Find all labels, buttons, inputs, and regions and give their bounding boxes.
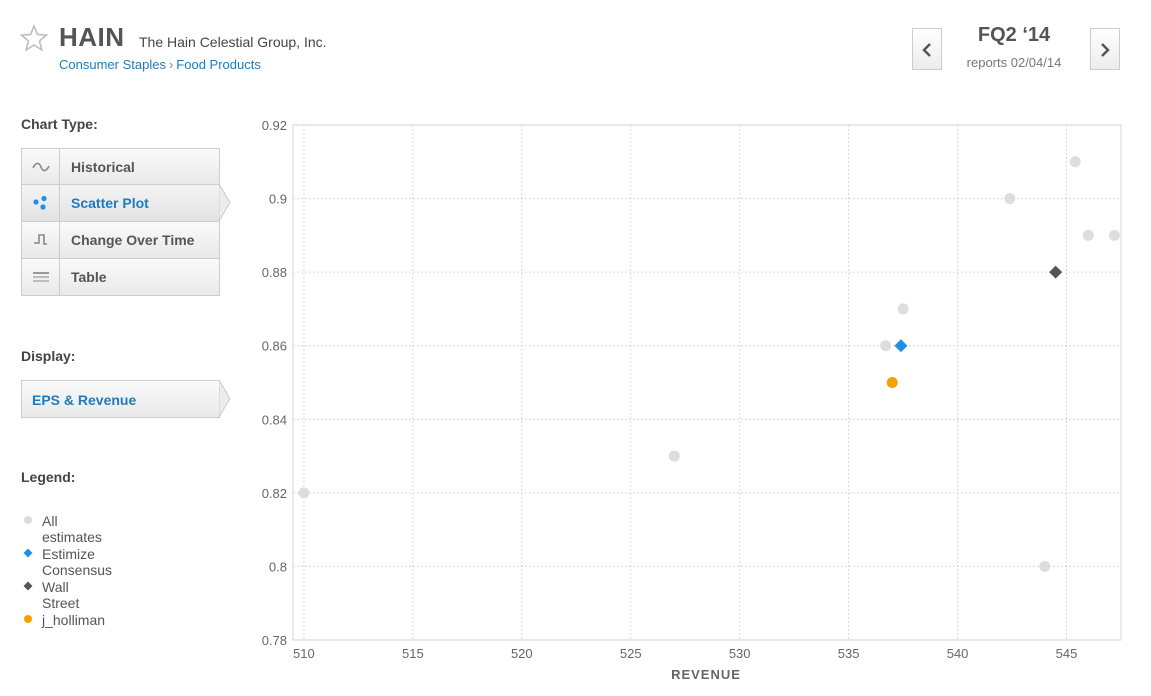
chart-type-scatter-plot-label: Scatter Plot [71, 195, 149, 211]
display-selector[interactable]: EPS & Revenue [21, 380, 231, 418]
chart-type-change-over-time-label: Change Over Time [71, 232, 195, 248]
legend-item-label: All estimates [42, 513, 102, 545]
x-tick-label: 545 [1056, 646, 1078, 661]
x-tick-label: 515 [402, 646, 424, 661]
breadcrumb-industry-link[interactable]: Food Products [176, 57, 261, 72]
y-tick-label: 0.92 [262, 118, 287, 133]
chart-type-historical-label: Historical [71, 159, 135, 175]
y-tick-label: 0.86 [262, 339, 287, 354]
chart-type-historical[interactable]: Historical [21, 148, 220, 185]
circle-marker-icon [24, 615, 32, 623]
legend-label: Legend: [21, 469, 76, 485]
x-axis-label: REVENUE [671, 667, 741, 682]
next-period-button[interactable] [1090, 28, 1120, 70]
company-name: The Hain Celestial Group, Inc. [139, 34, 327, 50]
scatter-icon [33, 195, 47, 210]
x-tick-label: 520 [511, 646, 533, 661]
scatter-chart: 510 515 520 525 530 535 540 545 0.78 0.8 0.82 0.84 0… [262, 118, 1122, 682]
table-icon [33, 272, 49, 282]
y-tick-label: 0.84 [262, 412, 287, 427]
legend-item-label: Wall Street [42, 579, 80, 611]
point-all-estimates [1108, 229, 1120, 241]
ticker-symbol: HAIN [59, 22, 125, 52]
chevron-left-icon [922, 43, 931, 57]
legend-item-label: j_holliman [42, 612, 106, 628]
y-tick-label: 0.9 [269, 192, 287, 207]
breadcrumb: Consumer Staples › Food Products [59, 57, 261, 72]
y-tick-label: 0.78 [262, 633, 287, 648]
plot-area [292, 124, 1122, 641]
y-tick-label: 0.82 [262, 486, 287, 501]
x-tick-label: 530 [729, 646, 751, 661]
star-icon[interactable] [20, 24, 48, 52]
report-date: reports 02/04/14 [966, 55, 1062, 70]
point-all-estimates [1082, 229, 1094, 241]
chart-type-menu: Historical Scatter Plot Change Over Time… [21, 148, 231, 296]
display-label: Display: [21, 348, 76, 364]
previous-period-button[interactable] [912, 28, 942, 70]
point-all-estimates [880, 340, 892, 352]
active-arrow-icon [219, 380, 231, 418]
chart-type-table[interactable]: Table [21, 259, 220, 296]
point-estimize-consensus [894, 339, 908, 353]
step-icon [34, 234, 47, 245]
fiscal-period: FQ2 ‘14 [977, 24, 1051, 46]
diamond-marker-icon [23, 548, 33, 558]
display-value: EPS & Revenue [32, 392, 137, 408]
x-tick-label: 535 [838, 646, 860, 661]
point-all-estimates [1004, 193, 1016, 205]
point-all-estimates [298, 487, 310, 499]
point-all-estimates [1039, 560, 1051, 572]
active-arrow-icon [219, 184, 231, 222]
point-all-estimates [668, 450, 680, 462]
y-tick-label: 0.88 [262, 265, 287, 280]
legend-item-label: Estimize Consensus [42, 546, 113, 578]
chart-type-label: Chart Type: [21, 116, 98, 132]
point-all-estimates [897, 303, 909, 315]
x-tick-label: 540 [947, 646, 969, 661]
wave-icon [32, 162, 50, 172]
breadcrumb-sector-link[interactable]: Consumer Staples [59, 57, 166, 72]
x-tick-label: 510 [293, 646, 315, 661]
breadcrumb-separator: › [168, 57, 174, 72]
x-tick-label: 525 [620, 646, 642, 661]
chart-type-scatter-plot[interactable]: Scatter Plot [21, 184, 231, 222]
header: HAIN The Hain Celestial Group, Inc. Cons… [0, 0, 1151, 100]
chart-type-table-label: Table [71, 269, 107, 285]
point-all-estimates [1069, 156, 1081, 168]
diamond-marker-icon [23, 581, 33, 591]
circle-marker-icon [24, 516, 32, 524]
chevron-right-icon [1101, 43, 1110, 57]
y-tick-label: 0.8 [269, 559, 287, 574]
point-wall-street [1049, 265, 1063, 279]
point-j-holliman [886, 377, 898, 388]
chart-type-change-over-time[interactable]: Change Over Time [21, 222, 220, 259]
